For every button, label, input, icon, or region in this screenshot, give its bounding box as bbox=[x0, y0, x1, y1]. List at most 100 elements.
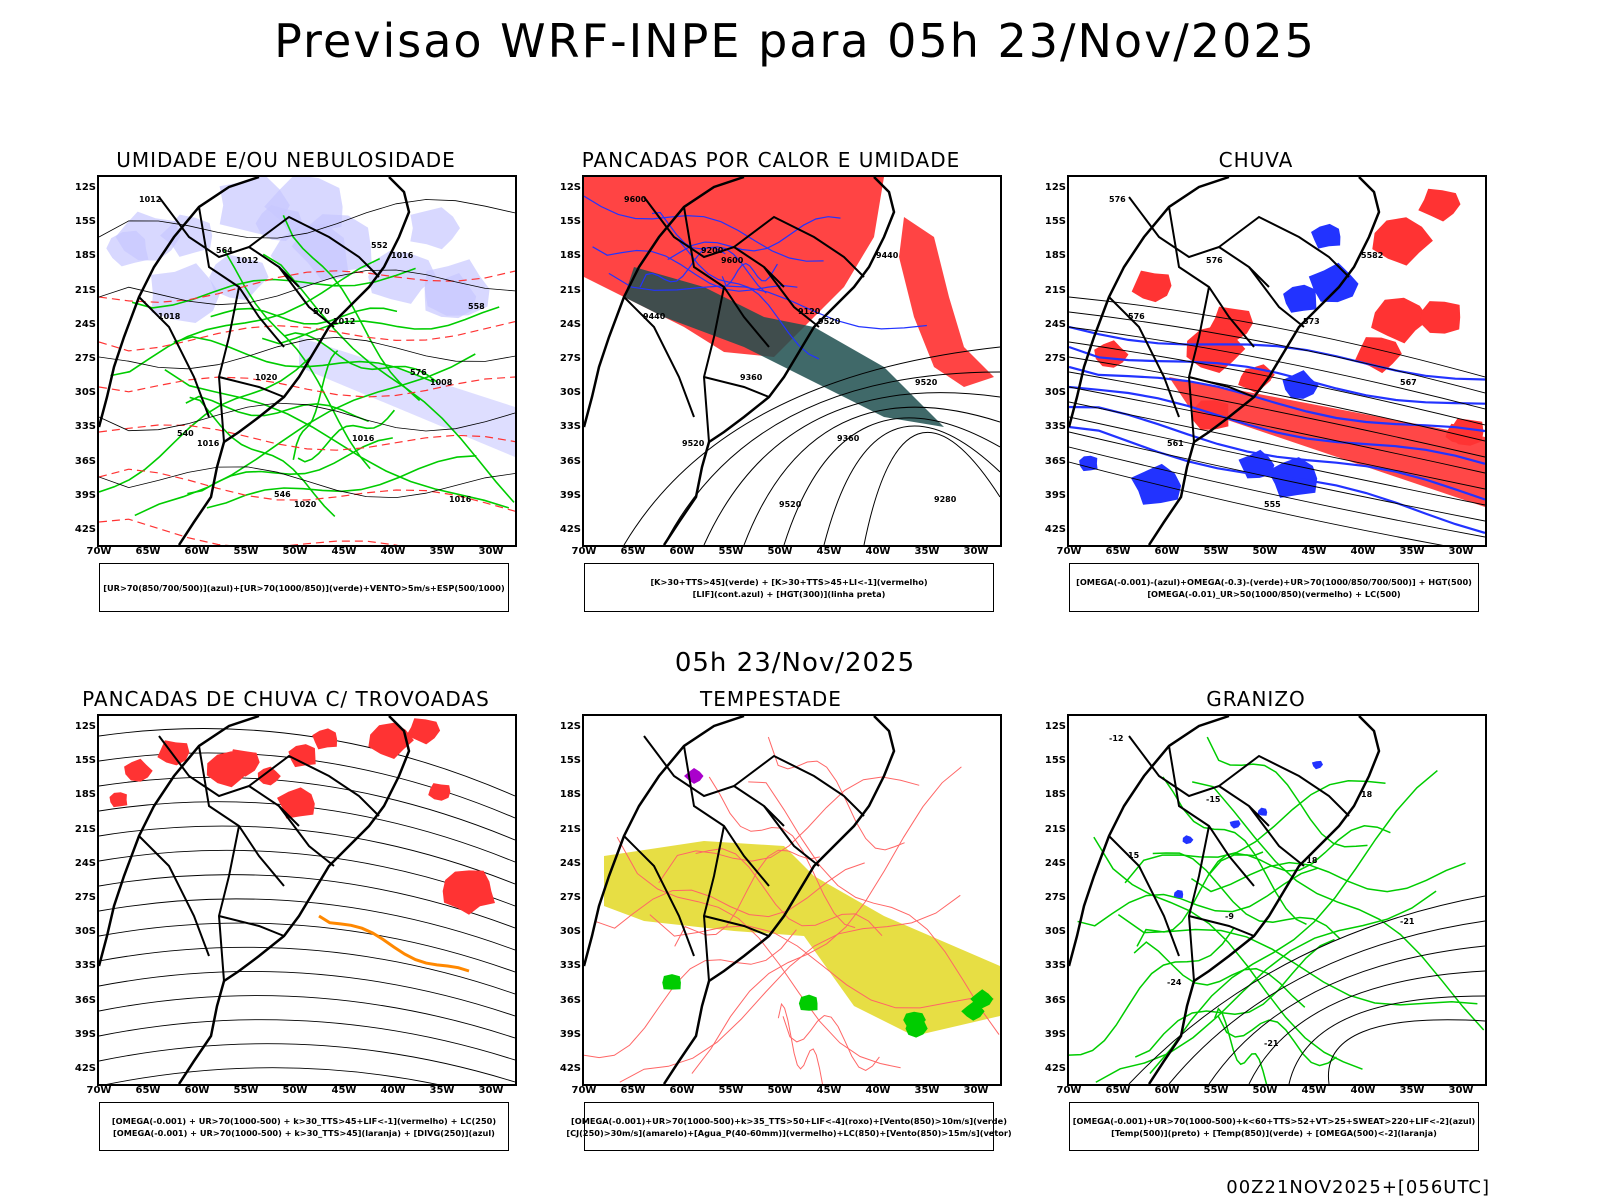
thickness-red-dashed bbox=[99, 424, 515, 451]
legend-line: [CJ(250)>30m/s](amarelo)+[Agua_P(40-60mm… bbox=[566, 1127, 1012, 1138]
humidity-green-contour bbox=[297, 409, 396, 463]
latitude-tick-label: 21S bbox=[74, 823, 96, 835]
panel-pancadas-trovoadas: PANCADAS DE CHUVA C/ TROVOADAS 12S 15S 18S 2… bbox=[56, 687, 517, 1157]
humidity-green-contour bbox=[164, 369, 510, 509]
latitude-tick-label: 15S bbox=[74, 755, 96, 767]
country-border bbox=[763, 805, 820, 867]
contour-label: -15 bbox=[1206, 795, 1221, 804]
longitude-tick-label: 35W bbox=[429, 546, 455, 557]
country-border bbox=[1108, 296, 1180, 418]
contour-label: 1016 bbox=[449, 495, 472, 504]
contour-label: 9440 bbox=[643, 312, 666, 321]
longitude-tick-label: 50W bbox=[1252, 546, 1278, 557]
latitude-tick-label: 30S bbox=[74, 387, 96, 399]
contour-label: 576 bbox=[410, 368, 427, 377]
contour-label: 1016 bbox=[391, 251, 414, 260]
contour-label: 1018 bbox=[158, 312, 181, 321]
latitude-tick-label: 21S bbox=[559, 823, 581, 835]
convection-red-area bbox=[899, 217, 994, 387]
longitude-tick-label: 60W bbox=[1154, 1085, 1180, 1096]
country-border bbox=[1168, 745, 1255, 887]
latitude-tick-label: 33S bbox=[74, 421, 96, 433]
longitude-tick-label: 70W bbox=[1056, 1085, 1082, 1096]
longitude-tick-label: 45W bbox=[1301, 546, 1327, 557]
panel-title: TEMPESTADE bbox=[700, 687, 842, 711]
temp850-green-contour bbox=[1162, 776, 1307, 925]
longitude-tick-label: 30W bbox=[478, 1085, 504, 1096]
rain-cell bbox=[1308, 262, 1359, 303]
contour-label: 570 bbox=[313, 307, 330, 316]
longitude-tick-label: 65W bbox=[135, 546, 161, 557]
latitude-tick-label: 39S bbox=[1044, 489, 1066, 501]
streamline bbox=[99, 776, 515, 841]
lc850-red-streamline bbox=[782, 1014, 880, 1071]
country-border bbox=[217, 825, 240, 982]
longitude-tick-label: 55W bbox=[718, 1085, 744, 1096]
hgt500-contour bbox=[1069, 431, 1485, 522]
country-border bbox=[1218, 754, 1350, 817]
humidity-green-contour bbox=[185, 395, 369, 423]
pressure-contour bbox=[99, 199, 515, 239]
thunder-red-cell bbox=[257, 766, 281, 786]
latitude-tick-label: 33S bbox=[1044, 960, 1066, 972]
hail-blue-cell bbox=[1257, 807, 1268, 816]
longitude-tick-label: 30W bbox=[963, 546, 989, 557]
latitude-tick-label: 36S bbox=[74, 994, 96, 1006]
longitude-tick-label: 50W bbox=[1252, 1085, 1278, 1096]
longitude-tick-label: 65W bbox=[1105, 1085, 1131, 1096]
coastline bbox=[584, 716, 896, 1084]
thickness-red-dashed bbox=[99, 270, 515, 303]
omega-blue-band bbox=[1069, 325, 1485, 381]
latitude-tick-label: 33S bbox=[1044, 421, 1066, 433]
contour-label: 573 bbox=[1303, 317, 1320, 326]
longitude-tick-label: 65W bbox=[135, 1085, 161, 1096]
pressure-contour bbox=[99, 402, 515, 432]
latitude-tick-label: 24S bbox=[559, 857, 581, 869]
map-svg bbox=[99, 716, 515, 1084]
rain-red-band bbox=[1169, 377, 1485, 507]
longitude-tick-label: 60W bbox=[669, 1085, 695, 1096]
longitude-tick-label: 40W bbox=[865, 1085, 891, 1096]
latitude-tick-label: 36S bbox=[559, 994, 581, 1006]
contour-label: 9360 bbox=[837, 434, 860, 443]
temp500-contour bbox=[1168, 920, 1485, 1084]
map-layer bbox=[99, 177, 515, 545]
longitude-tick-label: 55W bbox=[718, 546, 744, 557]
longitude-tick-label: 70W bbox=[86, 1085, 112, 1096]
contour-label: 9520 bbox=[915, 378, 938, 387]
map-svg: 1012 1012 1012 1008 1016 1020 1016 1018 1020 1016… bbox=[99, 177, 515, 545]
wind-green-area bbox=[970, 989, 994, 1009]
panel-title: GRANIZO bbox=[1206, 687, 1306, 711]
longitude-tick-label: 40W bbox=[1350, 1085, 1376, 1096]
legend-line: [OMEGA(-0.001)-(azul)+OMEGA(-0.3)-(verde… bbox=[1076, 576, 1472, 587]
country-border bbox=[733, 754, 865, 817]
longitude-tick-label: 40W bbox=[865, 546, 891, 557]
latitude-tick-label: 15S bbox=[74, 216, 96, 228]
contour-label: 1016 bbox=[197, 439, 220, 448]
map-layer bbox=[584, 177, 1000, 545]
latitude-tick-label: 24S bbox=[74, 318, 96, 330]
longitude-tick-label: 30W bbox=[1448, 1085, 1474, 1096]
latitude-tick-label: 18S bbox=[1044, 789, 1066, 801]
latitude-tick-label: 39S bbox=[559, 489, 581, 501]
contour-label: 555 bbox=[1264, 500, 1281, 509]
humidity-green-contour bbox=[284, 332, 439, 384]
thickness-red-dashed bbox=[99, 376, 515, 398]
longitude-tick-label: 45W bbox=[331, 1085, 357, 1096]
longitude-tick-label: 35W bbox=[914, 546, 940, 557]
thunder-red-cell bbox=[206, 751, 252, 788]
longitude-tick-label: 60W bbox=[184, 546, 210, 557]
wind-green-area bbox=[903, 1011, 926, 1030]
omega-blue-band bbox=[1069, 345, 1485, 405]
coastline bbox=[99, 716, 411, 1084]
longitude-tick-label: 50W bbox=[282, 546, 308, 557]
lc850-red-streamline bbox=[691, 766, 962, 1074]
longitude-tick-label: 30W bbox=[1448, 546, 1474, 557]
hgt300-contour bbox=[663, 371, 1000, 545]
country-border bbox=[1248, 805, 1305, 867]
country-border bbox=[702, 286, 725, 443]
map-frame: -12 -15 -18 -21 -24 -21 18 15 -9 bbox=[1067, 714, 1487, 1086]
humidity-green-contour bbox=[110, 257, 381, 377]
map-frame: 576 576 573 567 561 555 5582 576 bbox=[1067, 175, 1487, 547]
hail-blue-cell bbox=[1173, 889, 1184, 898]
